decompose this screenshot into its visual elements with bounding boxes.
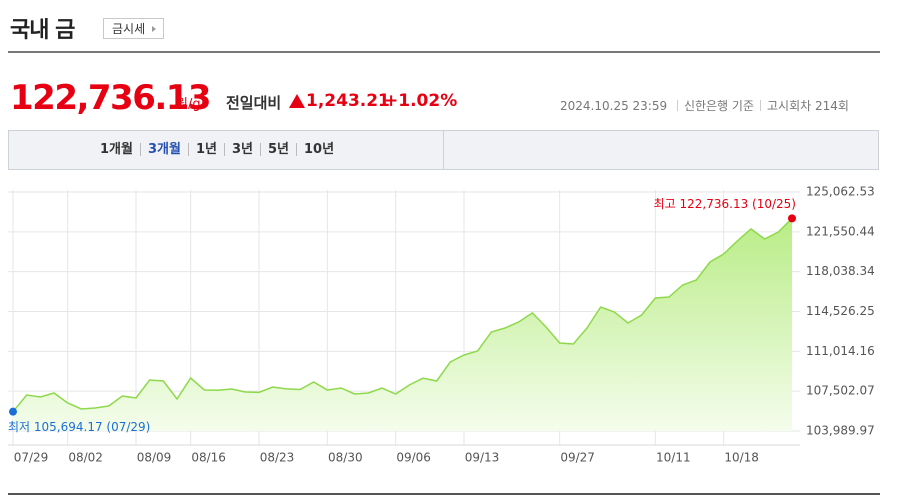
tab[interactable]: 5년: [259, 143, 296, 156]
y-tick-label: 125,062.53: [806, 185, 875, 199]
y-tick-label: 121,550.44: [806, 224, 875, 238]
tab[interactable]: 1개월: [100, 142, 133, 157]
round: 고시회차 214회: [754, 99, 849, 113]
price-button[interactable]: 금시세: [103, 18, 164, 39]
y-tick-label: 114,526.25: [806, 304, 875, 318]
x-tick-label: 09/06: [396, 451, 431, 465]
max-label: 최고 122,736.13 (10/25): [654, 197, 796, 211]
min-label: 최저 105,694.17 (07/29): [8, 420, 150, 434]
y-tick-label: 107,502.07: [806, 384, 875, 398]
x-tick-label: 10/11: [656, 451, 691, 465]
x-tick-label: 08/23: [260, 451, 295, 465]
x-tick-label: 08/02: [68, 451, 103, 465]
title: 국내 금: [10, 18, 75, 43]
max-point: [788, 214, 796, 223]
tab-bar: 1개월 3개월 1년 3년 5년 10년: [8, 130, 879, 170]
x-tick-label: 08/30: [328, 451, 363, 465]
x-tick-label: 09/13: [465, 451, 500, 465]
tab[interactable]: 3개월: [139, 143, 188, 156]
area-fill: [13, 218, 792, 431]
change: 1,243.21: [306, 91, 390, 111]
y-tick-label: 111,014.16: [806, 344, 875, 358]
tabs: 1개월 3개월 1년 3년 5년 10년: [93, 143, 341, 156]
datetime: 2024.10.25 23:59: [560, 99, 668, 113]
divider: [8, 51, 880, 53]
divider: [8, 493, 880, 495]
x-tick-label: 08/09: [137, 451, 172, 465]
min-point: [9, 407, 17, 416]
up-icon: [289, 94, 305, 108]
source: 신한은행 기준: [671, 99, 754, 113]
tab[interactable]: 3년: [223, 143, 260, 156]
x-tick-label: 10/18: [724, 451, 759, 465]
y-tick-label: 103,989.97: [806, 424, 875, 438]
separator: [443, 131, 444, 169]
price: 122,736.13: [10, 78, 212, 118]
x-tick-label: 07/29: [14, 451, 49, 465]
meta: 2024.10.25 23:59 신한은행 기준 고시회차 214회: [560, 97, 849, 114]
x-tick-label: 08/16: [191, 451, 226, 465]
x-tick-label: 09/27: [560, 451, 595, 465]
tab[interactable]: 10년: [295, 143, 341, 156]
tab[interactable]: 1년: [187, 143, 224, 156]
change-label: 전일대비: [226, 94, 282, 112]
y-tick-label: 118,038.34: [806, 264, 875, 278]
price-line: [12, 217, 793, 413]
change-percent: +1.02%: [384, 91, 458, 111]
unit: 원/g: [176, 97, 201, 112]
